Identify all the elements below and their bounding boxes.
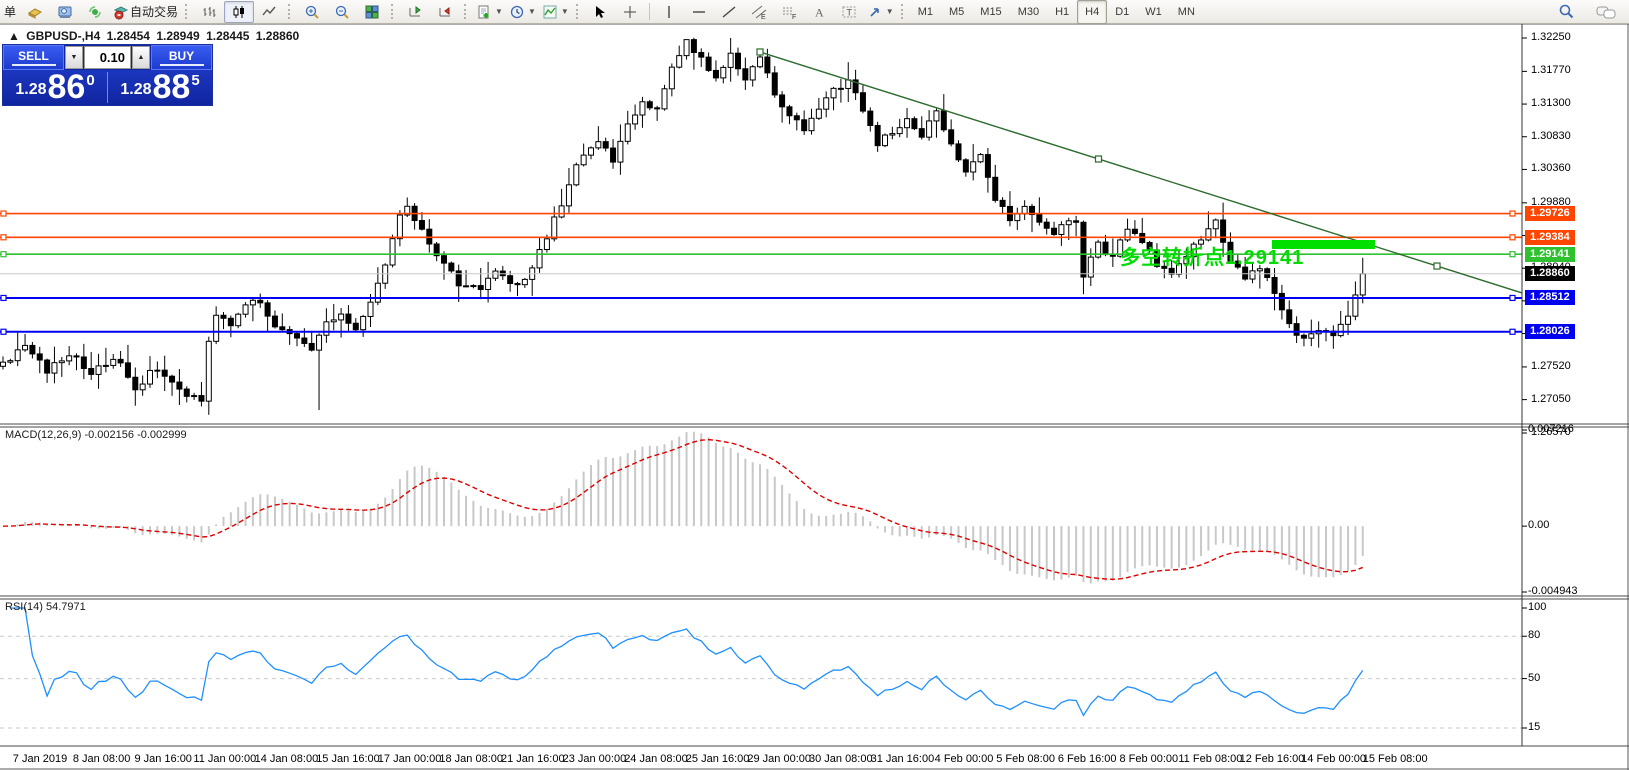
ohlc-open: 1.28454 — [106, 29, 150, 43]
horizontal-line-1.29141[interactable] — [0, 251, 1522, 258]
cursor-tool-icon[interactable] — [585, 1, 615, 23]
horizontal-line-1.28026[interactable] — [0, 328, 1522, 335]
zoom-in-icon[interactable] — [297, 1, 327, 23]
text-tool-icon[interactable]: A — [804, 1, 834, 23]
sell-price-big: 86 — [47, 68, 86, 106]
chat-icon[interactable] — [1591, 1, 1621, 23]
symbol-period-label: GBPUSD-,H4 — [26, 29, 101, 43]
rsi-line — [10, 607, 1364, 717]
zoom-out-icon[interactable] — [327, 1, 357, 23]
sell-price-prefix: 1.28 — [15, 81, 47, 98]
turning-point-annotation[interactable]: 多空转折点1.29141 — [1120, 247, 1305, 269]
volume-decrease-button[interactable]: ▼ — [65, 46, 83, 69]
macd-signal-line — [2, 438, 1364, 580]
new-order-icon[interactable] — [20, 1, 50, 23]
timeframe-h1[interactable]: H1 — [1055, 5, 1070, 18]
bar-chart-mode-icon[interactable] — [194, 1, 224, 23]
chart-header: ▲ GBPUSD-,H4 1.28454 1.28949 1.28445 1.2… — [8, 29, 302, 43]
timeframe-mn[interactable]: MN — [1177, 5, 1195, 18]
timeframe-m15[interactable]: M15 — [980, 5, 1002, 18]
sell-button[interactable]: SELL — [3, 45, 64, 70]
autotrading-label: 自动交易 — [130, 5, 179, 19]
buy-underline — [159, 64, 204, 66]
dropdown-arrow-icon: ▼ — [885, 7, 894, 16]
buy-price[interactable]: 1.28 88 5 — [108, 70, 212, 105]
sell-underline — [11, 64, 56, 66]
horizontal-line-tool-icon[interactable] — [684, 1, 714, 23]
toolbar-separator — [648, 3, 650, 20]
volume-increase-button[interactable]: ▲ — [132, 46, 150, 69]
svg-text:F: F — [792, 14, 796, 20]
crosshair-tool-icon[interactable] — [615, 1, 645, 23]
descending-trendline[interactable] — [756, 48, 1523, 294]
ohlc-close: 1.28860 — [255, 29, 300, 43]
text-label-tool-icon[interactable]: T — [834, 1, 864, 23]
toolbar-grip — [288, 4, 293, 19]
equidistant-channel-tool-icon[interactable]: E — [744, 1, 774, 23]
search-icon[interactable] — [1551, 1, 1581, 23]
ohlc-high: 1.28949 — [156, 29, 200, 43]
candlestick-mode-icon[interactable] — [224, 0, 255, 23]
line-chart-mode-icon[interactable] — [254, 1, 284, 23]
timeframe-w1[interactable]: W1 — [1145, 5, 1162, 18]
new-order-dropdown[interactable]: ▼ — [473, 1, 506, 23]
timeframe-d1[interactable]: D1 — [1115, 5, 1130, 18]
buy-price-big: 88 — [152, 68, 191, 106]
chart-shift-icon[interactable] — [400, 1, 430, 23]
buy-button-label: BUY — [168, 49, 195, 63]
svg-text:A: A — [815, 5, 824, 19]
toolbar-partial-label[interactable]: 单 — [4, 5, 17, 19]
toolbar-grip — [391, 4, 396, 19]
dropdown-arrow-icon: ▼ — [560, 7, 569, 16]
signals-icon[interactable] — [80, 1, 110, 23]
toolbar-grip — [575, 4, 581, 19]
toolbar-grip — [900, 4, 906, 19]
trade-panel-divider — [107, 72, 108, 103]
svg-text:E: E — [761, 14, 766, 20]
horizontal-line-1.28512[interactable] — [0, 294, 1522, 302]
timeframe-m30[interactable]: M30 — [1017, 5, 1040, 18]
toolbar: 单 自动交易 ▼ ▼ — [0, 0, 1629, 24]
trendline-tool-icon[interactable] — [714, 1, 744, 23]
metaeditor-icon[interactable] — [50, 1, 80, 23]
timeframe-group: M1 M5 M15 M30 H1 H4 D1 W1 MN — [910, 0, 1203, 24]
rsi-label: RSI(14) 54.7971 — [5, 601, 86, 613]
dropdown-arrow-icon: ▼ — [527, 7, 536, 16]
horizontal-line-1.29384[interactable] — [0, 234, 1522, 241]
vertical-line-tool-icon[interactable] — [654, 1, 684, 23]
toolbar-grip — [464, 4, 469, 19]
timeframe-h4[interactable]: H4 — [1077, 0, 1108, 24]
one-click-trading-panel: SELL ▼ 0.10 ▲ BUY 1.28 86 0 1.28 88 5 — [3, 45, 212, 105]
fibonacci-tool-icon[interactable]: F — [774, 1, 804, 23]
sell-price-sup: 0 — [86, 72, 95, 89]
sell-button-label: SELL — [18, 49, 49, 63]
toolbar-grip — [185, 4, 190, 19]
indicators-dropdown[interactable]: ▼ — [539, 1, 572, 23]
tile-windows-icon[interactable] — [357, 1, 387, 23]
timeframe-m5[interactable]: M5 — [949, 5, 965, 18]
macd-histogram — [9, 431, 1364, 584]
ohlc-low: 1.28445 — [206, 29, 250, 43]
svg-text:T: T — [846, 7, 852, 17]
direction-marker-icon: ▲ — [8, 29, 20, 43]
buy-price-prefix: 1.28 — [120, 81, 152, 98]
sell-price[interactable]: 1.28 86 0 — [3, 70, 107, 105]
dropdown-arrow-icon: ▼ — [495, 7, 503, 16]
buy-button[interactable]: BUY — [151, 45, 212, 70]
timeframe-m1[interactable]: M1 — [917, 5, 933, 18]
resistance-highlight-bar[interactable] — [1272, 240, 1375, 249]
horizontal-line-1.29726[interactable] — [0, 210, 1522, 217]
buy-price-sup: 5 — [191, 72, 200, 89]
volume-input[interactable]: 0.10 — [84, 46, 131, 69]
auto-scroll-icon[interactable] — [430, 1, 460, 23]
arrows-tool-dropdown[interactable]: ▼ — [864, 1, 897, 23]
autotrading-icon[interactable]: 自动交易 — [110, 1, 181, 23]
period-clock-dropdown[interactable]: ▼ — [506, 1, 539, 23]
macd-label: MACD(12,26,9) -0.002156 -0.002999 — [5, 429, 187, 441]
